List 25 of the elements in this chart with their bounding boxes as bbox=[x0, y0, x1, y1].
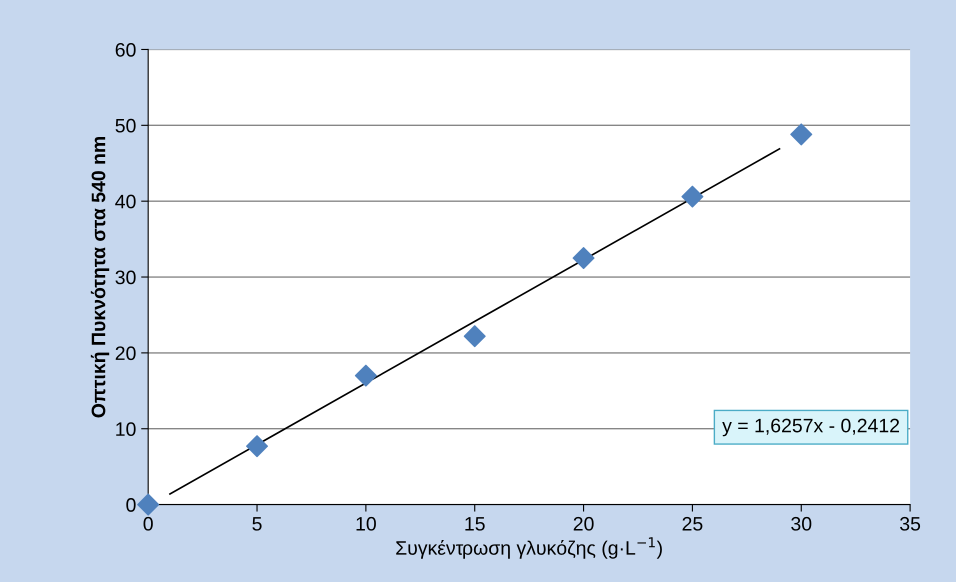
annotation: y = 1,6257x - 0,2412 bbox=[722, 418, 900, 436]
point bbox=[572, 247, 595, 270]
point bbox=[354, 364, 377, 387]
point bbox=[137, 494, 160, 516]
x-tick-label: 30 bbox=[791, 516, 812, 531]
x-tick-label: 25 bbox=[682, 516, 702, 531]
y-tick-label: 50 bbox=[116, 118, 136, 133]
x-tick-label: 20 bbox=[574, 516, 594, 531]
y-tick-label: 60 bbox=[116, 42, 136, 57]
point bbox=[790, 123, 812, 146]
y-tick-label: 20 bbox=[116, 346, 136, 360]
x-tick-label: 0 bbox=[144, 516, 153, 531]
y-tick-label: 30 bbox=[115, 270, 136, 284]
y-tick-label: 10 bbox=[116, 422, 136, 436]
y-tick-label: 40 bbox=[115, 194, 136, 208]
x-tick-label: 5 bbox=[252, 517, 262, 531]
y-axis-title: Οπτική Πυκνότητα στα 540 nm bbox=[90, 137, 110, 418]
x-tick-label: 15 bbox=[465, 517, 485, 531]
point bbox=[464, 325, 486, 348]
x-axis-title: Συγκέντρωση γλυκόζης (g·L$^{−1}$) bbox=[396, 537, 662, 559]
point bbox=[246, 435, 268, 458]
point bbox=[681, 186, 704, 208]
x-tick-label: 35 bbox=[900, 516, 920, 531]
x-tick-label: 10 bbox=[356, 516, 376, 531]
y-tick-label: 0 bbox=[126, 498, 136, 512]
